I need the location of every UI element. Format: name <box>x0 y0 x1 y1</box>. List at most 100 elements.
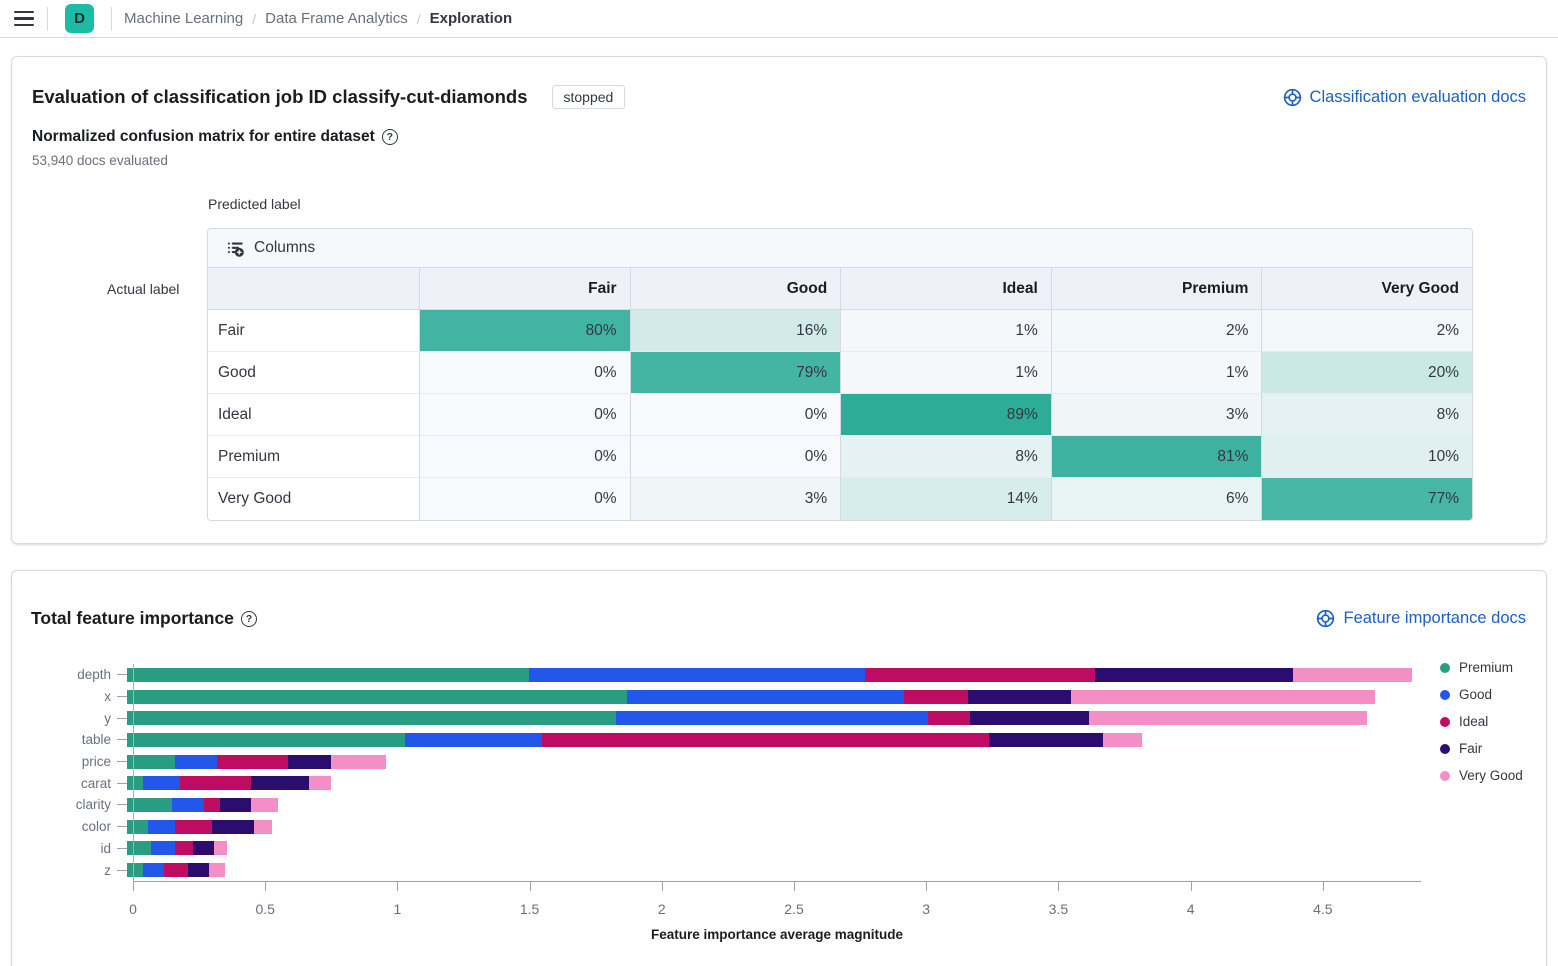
y-axis-tick <box>117 761 127 763</box>
bar-segment-good[interactable] <box>174 754 217 769</box>
bar-segment-very-good[interactable] <box>1070 689 1375 704</box>
bar-segment-fair[interactable] <box>970 711 1090 726</box>
x-axis-tick <box>133 882 134 891</box>
bar-segment-very-good[interactable] <box>208 863 225 878</box>
legend-item[interactable]: Very Good <box>1440 762 1523 789</box>
bar-segment-fair[interactable] <box>211 819 254 834</box>
columns-button[interactable]: Columns <box>227 239 315 257</box>
help-icon[interactable]: ? <box>240 610 257 627</box>
matrix-cell[interactable]: 77% <box>1261 478 1472 520</box>
bar-segment-fair[interactable] <box>193 841 215 856</box>
matrix-column-header[interactable]: Fair <box>419 268 630 310</box>
bar-segment-good[interactable] <box>171 797 204 812</box>
bar-segment-fair[interactable] <box>219 797 252 812</box>
bar-segment-good[interactable] <box>626 689 905 704</box>
classification-evaluation-docs-link[interactable]: Classification evaluation docs <box>1283 88 1526 107</box>
bar-segment-very-good[interactable] <box>253 819 273 834</box>
bar-segment-very-good[interactable] <box>309 776 331 791</box>
matrix-cell[interactable]: 14% <box>840 478 1051 520</box>
bar-segment-ideal[interactable] <box>864 667 1095 682</box>
bar-segment-ideal[interactable] <box>216 754 289 769</box>
bar-segment-premium[interactable] <box>127 797 172 812</box>
bar-segment-premium[interactable] <box>127 776 143 791</box>
bar-segment-good[interactable] <box>150 841 175 856</box>
matrix-cell[interactable]: 0% <box>419 352 630 394</box>
matrix-column-header[interactable]: Good <box>629 268 841 310</box>
matrix-cell[interactable]: 8% <box>1261 394 1472 436</box>
bar-segment-premium[interactable] <box>127 863 143 878</box>
matrix-cell[interactable]: 0% <box>419 478 630 520</box>
matrix-column-header[interactable]: Very Good <box>1261 268 1472 310</box>
help-icon[interactable]: ? <box>381 129 398 145</box>
legend-item[interactable]: Ideal <box>1440 708 1523 735</box>
bar-segment-ideal[interactable] <box>542 732 989 747</box>
breadcrumb-item[interactable]: Data Frame Analytics <box>265 10 408 27</box>
bar-segment-fair[interactable] <box>187 863 209 878</box>
bar-segment-very-good[interactable] <box>1102 732 1143 747</box>
bar-segment-fair[interactable] <box>1094 667 1293 682</box>
matrix-column-header[interactable]: Premium <box>1050 268 1262 310</box>
bar-segment-premium[interactable] <box>127 689 627 704</box>
bar-segment-very-good[interactable] <box>1292 667 1412 682</box>
matrix-cell[interactable]: 16% <box>629 310 841 352</box>
bar-track <box>127 776 331 791</box>
bar-segment-fair[interactable] <box>967 689 1071 704</box>
bar-segment-ideal[interactable] <box>164 863 188 878</box>
feature-importance-docs-link[interactable]: Feature importance docs <box>1316 609 1526 628</box>
menu-icon[interactable] <box>0 0 47 37</box>
bar-segment-premium[interactable] <box>127 819 149 834</box>
breadcrumb-item[interactable]: Machine Learning <box>124 10 244 27</box>
matrix-cell[interactable]: 81% <box>1050 436 1262 478</box>
bar-segment-premium[interactable] <box>127 667 529 682</box>
deployment-logo[interactable]: D <box>65 4 94 33</box>
matrix-cell[interactable]: 2% <box>1050 310 1262 352</box>
bar-segment-premium[interactable] <box>127 711 617 726</box>
bar-segment-fair[interactable] <box>288 754 331 769</box>
bar-segment-premium[interactable] <box>127 732 405 747</box>
matrix-cell[interactable]: 20% <box>1261 352 1472 394</box>
bar-segment-very-good[interactable] <box>1089 711 1367 726</box>
legend-item[interactable]: Fair <box>1440 735 1523 762</box>
matrix-cell[interactable]: 0% <box>629 436 841 478</box>
matrix-cell[interactable]: 10% <box>1261 436 1472 478</box>
y-axis-tick <box>117 782 127 784</box>
matrix-cell[interactable]: 1% <box>1050 352 1262 394</box>
matrix-cell[interactable]: 79% <box>629 352 841 394</box>
bar-segment-ideal[interactable] <box>174 841 194 856</box>
bar-segment-ideal[interactable] <box>174 819 212 834</box>
bar-segment-ideal[interactable] <box>203 797 220 812</box>
bar-segment-good[interactable] <box>142 776 180 791</box>
bar-segment-premium[interactable] <box>127 841 151 856</box>
matrix-cell[interactable]: 0% <box>419 394 630 436</box>
matrix-cell[interactable]: 2% <box>1261 310 1472 352</box>
bar-segment-ideal[interactable] <box>928 711 971 726</box>
bar-segment-fair[interactable] <box>251 776 310 791</box>
bar-segment-very-good[interactable] <box>330 754 387 769</box>
matrix-cell[interactable]: 3% <box>1050 394 1262 436</box>
matrix-cell[interactable]: 6% <box>1050 478 1262 520</box>
bar-segment-ideal[interactable] <box>904 689 968 704</box>
bar-segment-fair[interactable] <box>988 732 1103 747</box>
legend-item[interactable]: Premium <box>1440 654 1523 681</box>
matrix-cell[interactable]: 89% <box>840 394 1051 436</box>
matrix-cell[interactable]: 8% <box>840 436 1051 478</box>
matrix-cell[interactable]: 80% <box>419 310 630 352</box>
matrix-column-header[interactable]: Ideal <box>840 268 1051 310</box>
evaluation-title: Evaluation of classification job ID clas… <box>32 86 528 107</box>
matrix-cell[interactable]: 0% <box>419 436 630 478</box>
bar-segment-good[interactable] <box>616 711 929 726</box>
bar-segment-good[interactable] <box>142 863 164 878</box>
matrix-cell[interactable]: 3% <box>629 478 841 520</box>
x-axis-tick-label: 3.5 <box>1048 901 1069 917</box>
matrix-cell[interactable]: 0% <box>629 394 841 436</box>
bar-segment-ideal[interactable] <box>179 776 252 791</box>
matrix-cell[interactable]: 1% <box>840 352 1051 394</box>
bar-segment-very-good[interactable] <box>251 797 278 812</box>
bar-segment-premium[interactable] <box>127 754 175 769</box>
bar-segment-good[interactable] <box>404 732 543 747</box>
legend-item[interactable]: Good <box>1440 681 1523 708</box>
bar-segment-very-good[interactable] <box>214 841 228 856</box>
bar-segment-good[interactable] <box>528 667 865 682</box>
matrix-cell[interactable]: 1% <box>840 310 1051 352</box>
bar-segment-good[interactable] <box>148 819 175 834</box>
